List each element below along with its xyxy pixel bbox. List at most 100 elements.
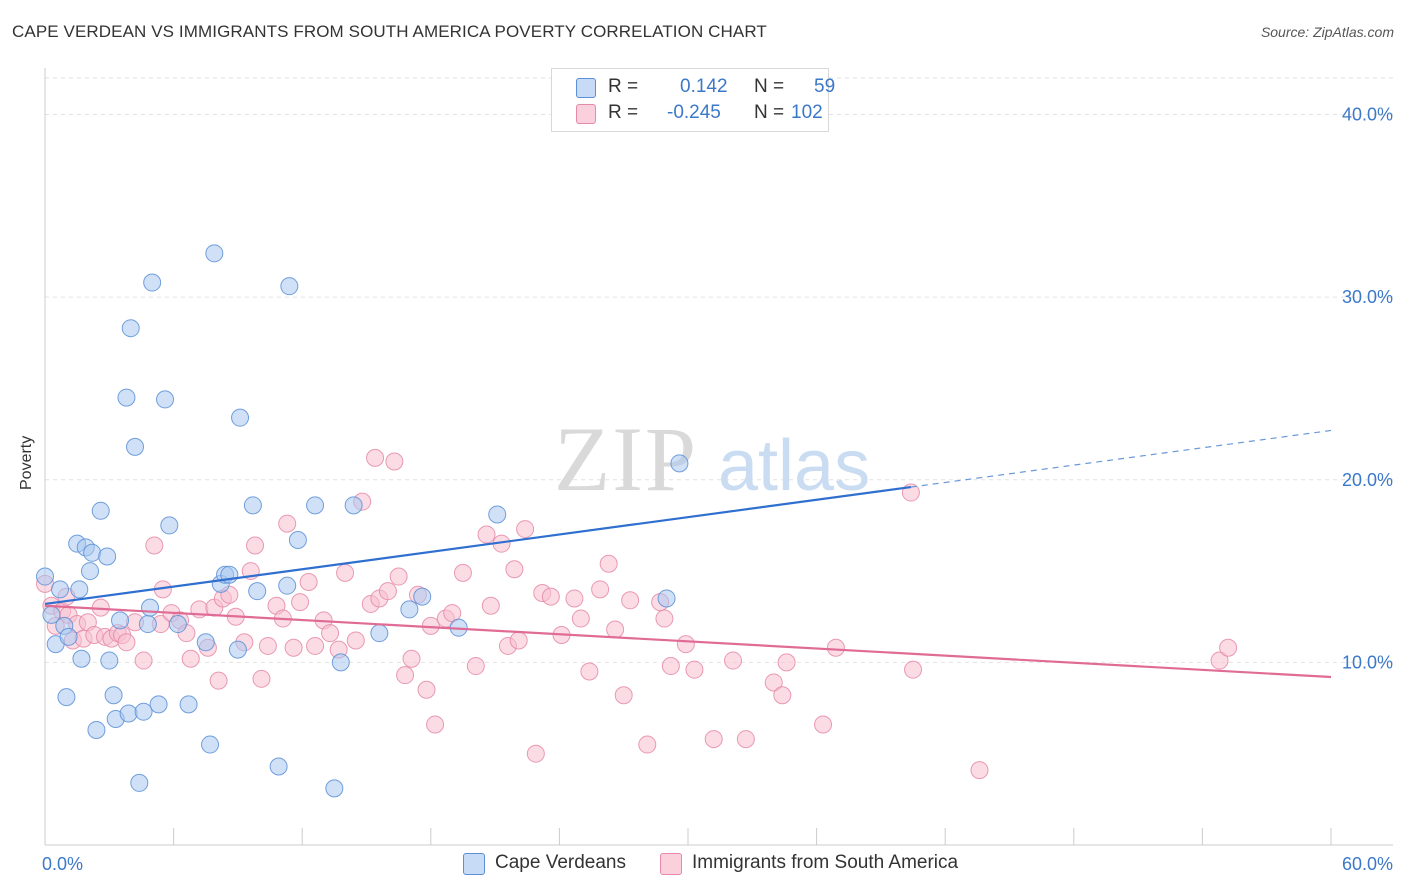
point-cape-verdean bbox=[205, 244, 224, 263]
point-immigrant bbox=[685, 660, 704, 679]
point-cape-verdean bbox=[143, 273, 162, 292]
point-immigrant bbox=[258, 636, 277, 655]
point-cape-verdean bbox=[104, 686, 123, 705]
point-immigrant bbox=[509, 631, 528, 650]
legend-r-value: 0.142 bbox=[680, 76, 728, 97]
legend-n-value: 102 bbox=[791, 102, 823, 123]
bottom-legend-label: Immigrants from South America bbox=[692, 852, 959, 873]
point-cape-verdean bbox=[488, 505, 507, 524]
point-cape-verdean bbox=[278, 576, 297, 595]
point-cape-verdean bbox=[57, 688, 76, 707]
legend-n-value: 59 bbox=[814, 76, 836, 97]
point-immigrant bbox=[505, 560, 524, 579]
point-cape-verdean bbox=[130, 773, 149, 792]
y-tick-label: 20.0% bbox=[1342, 470, 1393, 490]
axes bbox=[44, 68, 1393, 846]
point-immigrant bbox=[321, 624, 340, 643]
point-immigrant bbox=[814, 715, 833, 734]
series-immigrants-points bbox=[36, 448, 1238, 780]
watermark: ZIP atlas bbox=[554, 408, 870, 510]
point-immigrant bbox=[481, 596, 500, 615]
point-cape-verdean bbox=[36, 567, 54, 586]
point-cape-verdean bbox=[83, 543, 102, 562]
point-cape-verdean bbox=[248, 582, 267, 601]
point-cape-verdean bbox=[400, 600, 419, 619]
legend-n-label: N = bbox=[754, 76, 785, 97]
point-immigrant bbox=[736, 730, 755, 749]
point-immigrant bbox=[252, 669, 271, 688]
point-immigrant bbox=[516, 520, 535, 539]
point-immigrant bbox=[1219, 638, 1238, 657]
series-cape-verdeans-points bbox=[36, 244, 689, 798]
point-immigrant bbox=[724, 651, 743, 670]
point-immigrant bbox=[704, 730, 723, 749]
point-immigrant bbox=[284, 638, 303, 657]
point-immigrant bbox=[904, 660, 923, 679]
point-immigrant bbox=[336, 563, 355, 582]
point-immigrant bbox=[826, 638, 845, 657]
point-cape-verdean bbox=[121, 319, 140, 338]
tick-labels: 10.0% 20.0% 30.0% 40.0% 0.0% 60.0% bbox=[42, 105, 1393, 874]
point-immigrant bbox=[773, 686, 792, 705]
chart-title: CAPE VERDEAN VS IMMIGRANTS FROM SOUTH AM… bbox=[12, 22, 767, 41]
point-immigrant bbox=[378, 582, 397, 601]
point-immigrant bbox=[117, 633, 136, 652]
point-cape-verdean bbox=[81, 562, 100, 581]
point-immigrant bbox=[764, 673, 783, 692]
point-immigrant bbox=[580, 662, 599, 681]
point-cape-verdean bbox=[70, 580, 89, 599]
point-immigrant bbox=[181, 649, 200, 668]
point-immigrant bbox=[565, 589, 584, 608]
point-immigrant bbox=[291, 593, 310, 612]
bottom-legend-swatch-pink bbox=[660, 853, 682, 875]
point-cape-verdean bbox=[288, 531, 307, 550]
point-immigrant bbox=[366, 448, 385, 467]
point-immigrant bbox=[466, 657, 485, 676]
point-immigrant bbox=[526, 744, 545, 763]
y-tick-label: 40.0% bbox=[1342, 105, 1393, 125]
point-cape-verdean bbox=[228, 640, 247, 659]
point-cape-verdean bbox=[100, 651, 119, 670]
point-cape-verdean bbox=[269, 757, 288, 776]
point-immigrant bbox=[638, 735, 657, 754]
point-immigrant bbox=[346, 631, 365, 650]
point-cape-verdean bbox=[87, 720, 106, 739]
point-cape-verdean bbox=[156, 390, 175, 409]
y-axis-label: Poverty bbox=[18, 435, 35, 490]
point-immigrant bbox=[661, 657, 680, 676]
watermark-atlas: atlas bbox=[718, 426, 870, 506]
point-cape-verdean bbox=[325, 779, 344, 798]
point-cape-verdean bbox=[72, 649, 91, 668]
point-immigrant bbox=[571, 609, 590, 628]
point-immigrant bbox=[606, 620, 625, 639]
trend-line-immigrants bbox=[44, 604, 1332, 679]
x-tick-label: 0.0% bbox=[42, 854, 83, 874]
point-cape-verdean bbox=[149, 695, 168, 714]
correlation-legend: R = 0.142 N = 59 R = -0.245 N = 102 bbox=[551, 68, 835, 132]
bottom-legend-swatch-blue bbox=[463, 853, 485, 875]
point-cape-verdean bbox=[98, 547, 117, 566]
point-cape-verdean bbox=[126, 437, 145, 456]
point-cape-verdean bbox=[306, 496, 325, 515]
point-cape-verdean bbox=[59, 627, 78, 646]
point-immigrant bbox=[614, 686, 633, 705]
point-cape-verdean bbox=[231, 408, 250, 427]
point-cape-verdean bbox=[111, 611, 130, 630]
bottom-legend-label: Cape Verdeans bbox=[495, 852, 626, 873]
point-immigrant bbox=[970, 761, 989, 780]
y-tick-label: 10.0% bbox=[1342, 652, 1393, 672]
point-immigrant bbox=[417, 680, 436, 699]
point-cape-verdean bbox=[91, 501, 110, 520]
point-immigrant bbox=[306, 636, 325, 655]
point-immigrant bbox=[396, 666, 415, 685]
point-cape-verdean bbox=[344, 496, 363, 515]
point-immigrant bbox=[477, 525, 496, 544]
point-immigrant bbox=[541, 587, 560, 606]
point-cape-verdean bbox=[160, 516, 179, 535]
point-cape-verdean bbox=[141, 598, 160, 617]
point-immigrant bbox=[426, 715, 445, 734]
point-immigrant bbox=[777, 653, 796, 672]
point-cape-verdean bbox=[138, 615, 157, 634]
legend-r-label: R = bbox=[608, 102, 639, 123]
